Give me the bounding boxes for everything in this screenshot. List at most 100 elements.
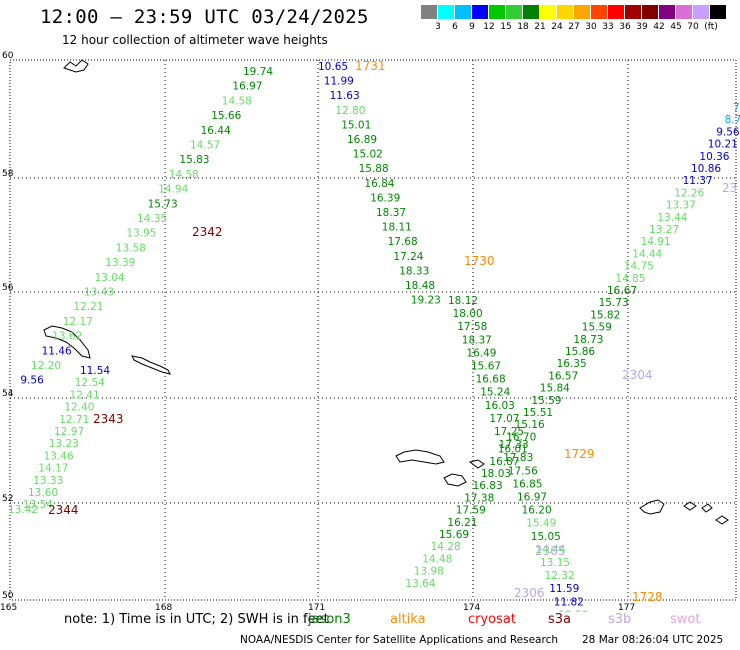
wave-height-reading: 18.33	[399, 265, 429, 277]
wave-height-reading: 13.60	[28, 487, 58, 499]
longitude-label: 165	[0, 603, 17, 612]
wave-height-reading: 14.58	[222, 95, 252, 107]
color-swatch	[438, 5, 454, 19]
wave-height-reading: 18.48	[405, 280, 435, 292]
wave-height-reading: 16.85	[512, 478, 542, 490]
wave-height-reading: 15.05	[531, 531, 561, 543]
pass-time-label: 2305	[535, 544, 566, 558]
wave-height-reading: 18.37	[462, 334, 492, 346]
pass-time-label: 2304	[622, 368, 653, 382]
wave-height-reading: 17.68	[388, 236, 418, 248]
color-swatch	[710, 5, 726, 19]
wave-height-reading: 13.39	[105, 257, 135, 269]
altimeter-tracks: 19.74 16.97 14.58 15.66 16.44 14.57 15.83 14.58…	[8, 59, 740, 612]
wave-height-reading: 18.73	[573, 334, 603, 346]
color-scale-label: 33	[602, 22, 614, 32]
color-swatch	[608, 5, 624, 19]
wave-height-reading: 12.26	[674, 187, 704, 199]
wave-height-reading: 16.89	[347, 134, 377, 146]
wave-height-reading: 15.59	[582, 322, 612, 334]
wave-height-reading: 16.83	[473, 480, 503, 492]
wave-height-reading: 13.98	[414, 566, 444, 578]
wave-height-reading: 13.27	[649, 224, 679, 236]
wave-height-reading: 17.56	[508, 465, 538, 477]
pass-time-label: 2306	[514, 586, 545, 600]
wave-height-reading: 13.42	[8, 504, 38, 516]
wave-height-reading: 16.21	[447, 517, 477, 529]
pass-time-label: 23	[722, 181, 737, 195]
wave-height-reading: 16.97	[232, 81, 262, 93]
wave-height-reading: 17.24	[393, 251, 423, 263]
wave-height-reading: 15.66	[211, 110, 241, 122]
footer-note-row: note: 1) Time is in UTC; 2) SWH is in fe…	[0, 612, 740, 630]
color-swatch	[421, 5, 437, 19]
wave-height-reading: 12.54	[75, 377, 105, 389]
latitude-label: 58	[2, 169, 14, 179]
latitude-label: 52	[2, 494, 13, 504]
generated-timestamp: 28 Mar 08:26:04 UTC 2025	[582, 634, 724, 646]
wave-height-reading: 17.59	[456, 505, 486, 517]
color-swatch	[659, 5, 675, 19]
wave-height-reading: 12.41	[70, 389, 100, 401]
color-scale-label: 9	[469, 22, 475, 32]
wave-height-reading: 7	[733, 102, 740, 114]
color-scale-label: 30	[585, 22, 597, 32]
wave-height-reading: 18.37	[376, 207, 406, 219]
latitude-label: 50	[2, 591, 14, 601]
wave-height-reading: 18.11	[382, 222, 412, 234]
wave-height-reading: 12.59	[558, 609, 588, 612]
wave-height-reading: 15.88	[359, 163, 389, 175]
lat-lon-grid: 60 58 56 54 52 50 165 168 171 174 177	[0, 51, 737, 612]
color-scale-unit: (ft)	[704, 22, 718, 32]
wave-height-reading: 11.54	[80, 365, 110, 377]
wave-height-reading: 16.68	[476, 374, 506, 386]
pass-time-label: 2344	[48, 503, 79, 517]
wave-height-reading: 18.00	[453, 308, 483, 320]
pass-time-label: 1730	[464, 254, 495, 268]
island-shape	[468, 459, 485, 469]
pass-time-label: 2342	[192, 225, 223, 239]
color-swatch	[455, 5, 471, 19]
pass-time-label: 2343	[93, 412, 124, 426]
wave-height-reading: 17.25	[494, 426, 524, 438]
wave-height-reading: 10.21	[708, 139, 738, 151]
track-pass-2306: 2306	[514, 586, 545, 600]
wave-height-reading: 15.16	[515, 419, 545, 431]
wave-height-reading: 13.43	[84, 287, 114, 299]
wave-height-reading: 13.44	[657, 212, 687, 224]
wave-height-reading: 16.87	[489, 456, 519, 468]
pass-time-label: 1729	[564, 447, 595, 461]
latitude-label: 56	[2, 283, 14, 293]
longitude-label: 168	[155, 603, 172, 612]
longitude-label: 174	[463, 603, 480, 612]
wave-height-reading: 17.83	[503, 452, 533, 464]
wave-height-reading: 13.37	[666, 200, 696, 212]
wave-height-reading: 13.46	[44, 450, 74, 462]
wave-height-reading: 17.07	[489, 413, 519, 425]
satellite-legend-swot: swot	[670, 612, 701, 627]
color-scale-label: 21	[534, 22, 546, 32]
island-shape	[131, 355, 171, 375]
color-swatch	[591, 5, 607, 19]
color-swatch	[489, 5, 505, 19]
coastlines	[43, 59, 729, 525]
wave-height-reading: 18.03	[481, 468, 511, 480]
wave-height-reading: 16.57	[548, 370, 578, 382]
wave-height-reading: 14.85	[615, 273, 645, 285]
track-pass-2343: 11.5412.5412.4112.4012.7112.9713.2313.46…	[23, 365, 124, 511]
wave-height-reading: 12.71	[59, 414, 89, 426]
wave-height-reading: 15.49	[526, 518, 556, 530]
track-pass-2304: 78.79.5610.2110.3610.8611.3712.2613.3713…	[405, 102, 740, 590]
wave-height-reading: 12.80	[335, 105, 365, 117]
wave-height-reading: 15.51	[523, 407, 553, 419]
color-swatch	[506, 5, 522, 19]
wave-height-reading: 15.67	[471, 361, 501, 373]
wave-height-reading: 12.21	[73, 301, 103, 313]
wave-height-reading: 11.37	[683, 175, 713, 187]
wave-height-reading: 11.82	[554, 596, 584, 608]
wave-height-reading: 14.44	[632, 248, 662, 260]
wave-height-reading: 12.20	[31, 360, 61, 372]
wave-height-reading: 15.01	[341, 119, 371, 131]
wave-height-reading: 14.58	[169, 169, 199, 181]
